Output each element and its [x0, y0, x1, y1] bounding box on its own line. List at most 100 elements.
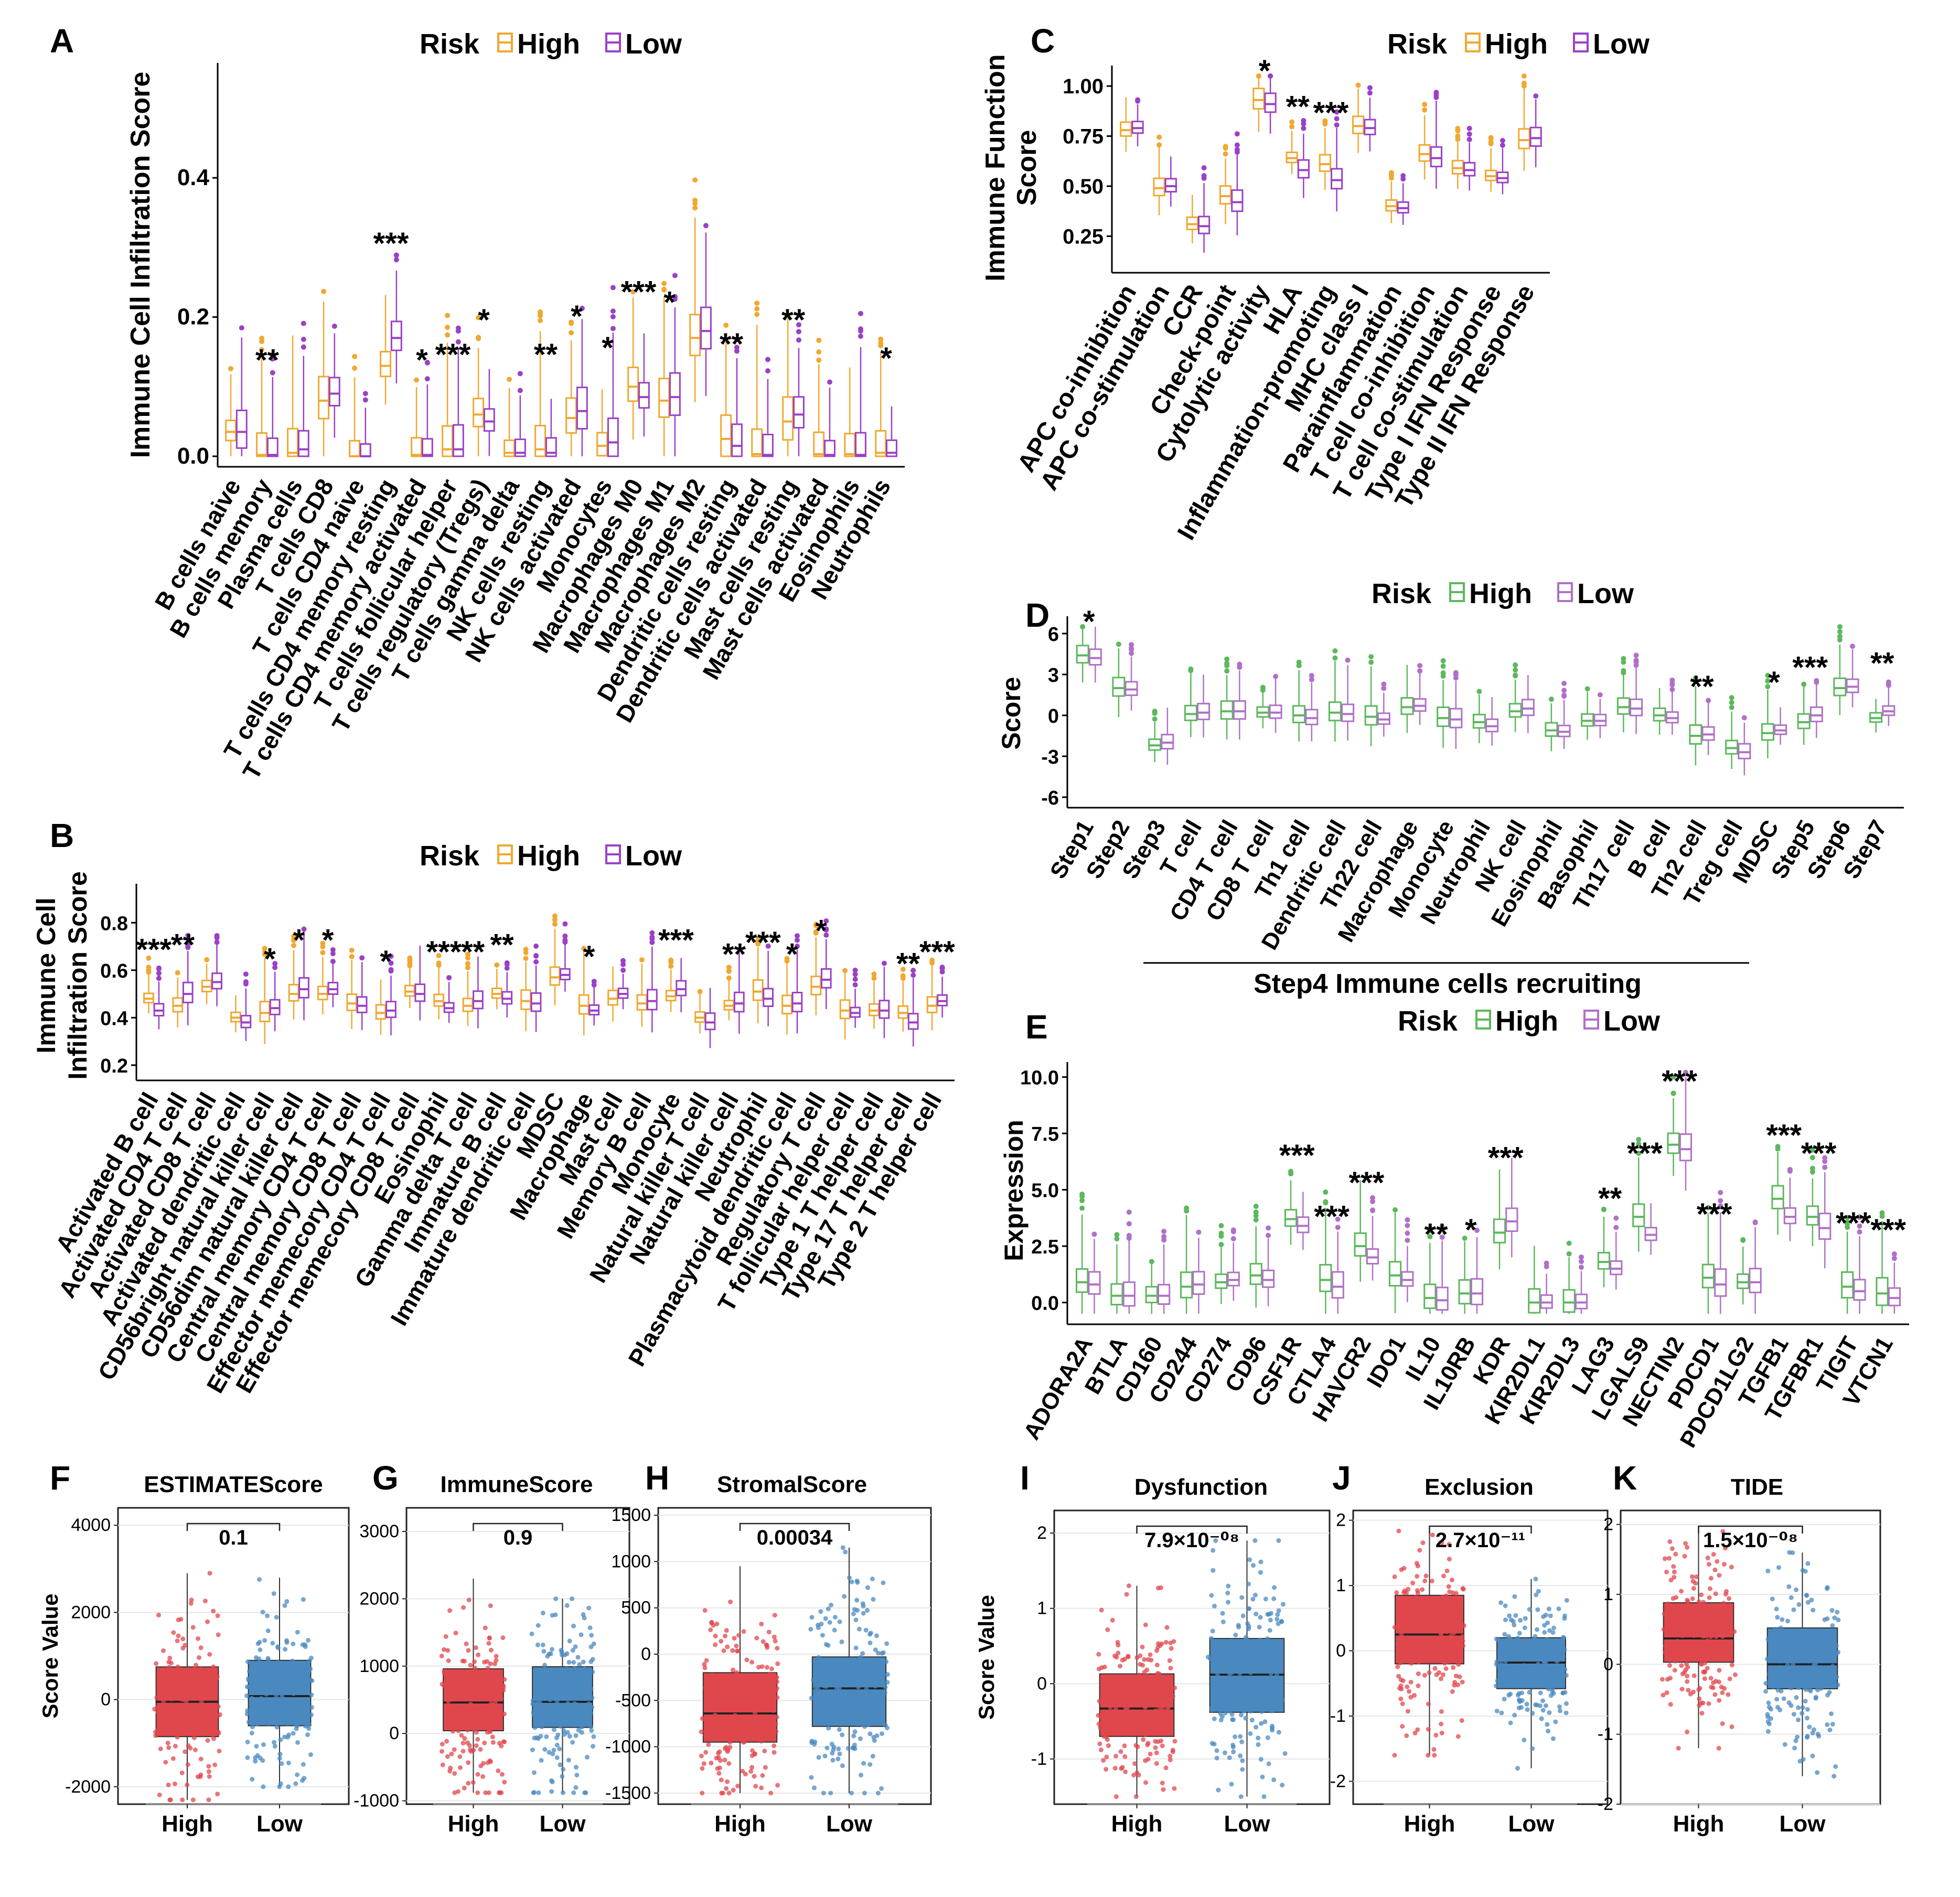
- y-axis-label: Immune FunctionScore: [980, 54, 1042, 281]
- y-axis-label: Score: [997, 677, 1026, 750]
- jitter-point: [154, 1661, 159, 1666]
- outlier-point: [465, 951, 470, 957]
- jitter-point: [572, 1715, 577, 1720]
- jitter-point: [1822, 1617, 1827, 1622]
- outlier-point: [445, 313, 451, 318]
- box-body: [328, 377, 340, 407]
- outlier-point: [259, 338, 265, 344]
- jitter-point: [478, 1697, 483, 1702]
- jitter-point: [1229, 1712, 1235, 1717]
- outlier-point: [1633, 652, 1639, 658]
- jitter-point: [708, 1627, 713, 1633]
- outlier-point: [270, 352, 275, 358]
- jitter-point: [175, 1664, 180, 1669]
- box-B-25-high: [869, 971, 880, 1029]
- outlier-point: [393, 252, 399, 258]
- jitter-point: [184, 1699, 189, 1704]
- jitter-point: [153, 1733, 158, 1738]
- box-E-13-low: [1540, 1260, 1553, 1314]
- jitter-point: [1705, 1555, 1710, 1560]
- jitter-point: [1666, 1556, 1672, 1561]
- jitter-point: [1416, 1683, 1421, 1688]
- jitter-point: [1239, 1739, 1245, 1744]
- y-tick-label: 3000: [359, 1521, 399, 1541]
- box-B-22-high: [781, 956, 792, 1035]
- jitter-point: [1548, 1693, 1554, 1698]
- jitter-point: [1673, 1658, 1678, 1664]
- jitter-point: [1444, 1568, 1450, 1573]
- outlier-point: [1621, 659, 1626, 665]
- jitter-point: [279, 1691, 284, 1697]
- box-D-12-low: [1521, 675, 1535, 734]
- box-body: [1616, 697, 1630, 715]
- jitter-point: [531, 1790, 536, 1795]
- outlier-point: [533, 944, 539, 949]
- box-body: [380, 350, 392, 378]
- outlier-point: [1405, 1237, 1410, 1243]
- jitter-point: [1538, 1690, 1543, 1696]
- jitter-point: [1163, 1723, 1168, 1728]
- jitter-point: [586, 1605, 592, 1611]
- box-body: [1184, 704, 1197, 721]
- box-B-6-low: [327, 947, 339, 1008]
- jitter-point: [580, 1714, 585, 1719]
- outlier-point: [185, 941, 191, 947]
- outlier-point: [1405, 1217, 1410, 1223]
- jitter-point: [265, 1613, 270, 1619]
- jitter-point: [769, 1687, 774, 1692]
- jitter-point: [194, 1672, 199, 1677]
- jitter-point: [1711, 1552, 1716, 1557]
- jitter-point: [1773, 1626, 1778, 1632]
- significance-B-0: ***: [136, 933, 172, 967]
- jitter-point: [1151, 1702, 1156, 1707]
- legend-label-high: High: [1485, 28, 1548, 60]
- jitter-point: [821, 1676, 827, 1681]
- jitter-point: [576, 1728, 581, 1733]
- outlier-point: [1079, 1205, 1085, 1211]
- jitter-point: [1766, 1705, 1772, 1710]
- jitter-point: [585, 1688, 590, 1694]
- jitter-point: [536, 1790, 541, 1795]
- box-body: [1197, 703, 1211, 721]
- outlier-point: [1332, 655, 1338, 661]
- jitter-point: [462, 1785, 467, 1791]
- jitter-point: [591, 1734, 596, 1739]
- box-E-23-low: [1888, 1251, 1901, 1314]
- jitter-point: [772, 1634, 777, 1639]
- jitter-point: [1694, 1650, 1699, 1655]
- jitter-point: [1143, 1780, 1148, 1785]
- jitter-point: [1512, 1594, 1517, 1599]
- jitter-point: [1823, 1652, 1828, 1657]
- outlier-point: [816, 337, 822, 343]
- jitter-point: [198, 1667, 203, 1672]
- jitter-point: [1791, 1607, 1796, 1612]
- jitter-point: [548, 1697, 553, 1702]
- jitter-point: [881, 1580, 886, 1585]
- box-body: [1352, 115, 1365, 134]
- jitter-point: [1416, 1659, 1421, 1665]
- jitter-point: [304, 1702, 309, 1707]
- box-D-22-low: [1882, 679, 1895, 726]
- jitter-point: [573, 1785, 579, 1790]
- box-D-2-high: [1148, 709, 1162, 763]
- jitter-point: [820, 1633, 825, 1638]
- jitter-point: [734, 1689, 740, 1694]
- jitter-point: [1154, 1761, 1159, 1766]
- box-B-3-high: [230, 995, 241, 1033]
- jitter-point: [1447, 1541, 1452, 1547]
- box-F-high: [152, 1571, 222, 1803]
- outlier-point: [1440, 663, 1446, 669]
- box-B-8-low: [385, 953, 397, 1035]
- y-tick-label: 0.4: [177, 165, 210, 190]
- box-A-20-high: [844, 367, 856, 457]
- jitter-point: [1153, 1709, 1159, 1714]
- outlier-point: [1427, 1234, 1433, 1239]
- jitter-point: [1096, 1713, 1101, 1718]
- box-A-18-low: [793, 322, 805, 456]
- jitter-point: [1765, 1714, 1771, 1720]
- outlier-point: [407, 957, 413, 963]
- jitter-point: [588, 1644, 594, 1649]
- box-D-17-low: [1701, 698, 1715, 755]
- jitter-point: [1244, 1635, 1249, 1640]
- jitter-point: [1218, 1718, 1224, 1723]
